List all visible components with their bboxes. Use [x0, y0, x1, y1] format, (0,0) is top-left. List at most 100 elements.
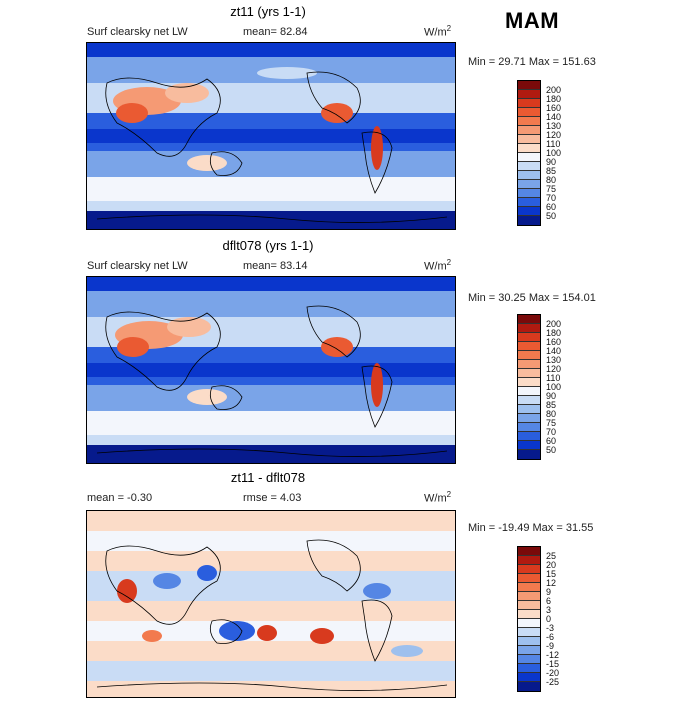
- panel-3-minmax: Min = -19.49 Max = 31.55: [468, 522, 594, 534]
- colorbar-tick: 0: [546, 614, 552, 624]
- colorbar-cell: [518, 153, 540, 162]
- colorbar-cell: [518, 646, 540, 655]
- colorbar-tick: 25: [546, 551, 557, 561]
- colorbar-cell: [518, 144, 540, 153]
- colorbar-cell: [518, 90, 540, 99]
- colorbar-tick: 180: [546, 94, 562, 104]
- colorbar-tick: 200: [546, 85, 562, 95]
- panel-2-mean: mean= 83.14: [243, 260, 308, 272]
- colorbar-tick: 6: [546, 596, 552, 606]
- panel-1-minmax: Min = 29.71 Max = 151.63: [468, 56, 596, 68]
- colorbar-tick: 200: [546, 319, 562, 329]
- colorbar-tick: 70: [546, 427, 557, 437]
- colorbar-cell: [518, 342, 540, 351]
- colorbar-cell: [518, 378, 540, 387]
- colorbar-cell: [518, 565, 540, 574]
- colorbar-tick: 160: [546, 103, 562, 113]
- colorbar-tick: 180: [546, 328, 562, 338]
- colorbar-tick: 160: [546, 337, 562, 347]
- colorbar-cell: [518, 423, 540, 432]
- colorbar-cell: [518, 108, 540, 117]
- colorbar-tick: 60: [546, 436, 557, 446]
- colorbar-tick: 100: [546, 382, 562, 392]
- colorbar-cell: [518, 414, 540, 423]
- panel-3-units: W/m2: [424, 490, 452, 505]
- panel-2-map: [86, 276, 456, 464]
- colorbar-tick: 75: [546, 184, 557, 194]
- panel-3-rmse: rmse = 4.03: [243, 492, 302, 504]
- colorbar-tick: 9: [546, 587, 552, 597]
- panel-1-mean: mean= 82.84: [243, 26, 308, 38]
- panel-1-colorbar-ticks: 200 180 160 140 130 120 110 100 90 85 80…: [546, 85, 576, 235]
- colorbar-cell: [518, 592, 540, 601]
- colorbar-cell: [518, 628, 540, 637]
- colorbar-tick: 85: [546, 166, 557, 176]
- panel-2-units: W/m2: [424, 258, 452, 273]
- colorbar-cell: [518, 396, 540, 405]
- colorbar-cell: [518, 81, 540, 90]
- colorbar-tick: 75: [546, 418, 557, 428]
- colorbar-tick: -20: [546, 668, 560, 678]
- panel-1-colorbar: [517, 80, 541, 226]
- colorbar-cell: [518, 171, 540, 180]
- colorbar-tick: 20: [546, 560, 557, 570]
- colorbar-cell: [518, 547, 540, 556]
- panel-2-colorbar-ticks: 200 180 160 140 130 120 110 100 90 85 80…: [546, 319, 576, 469]
- panel-1-map-svg: [87, 43, 455, 229]
- colorbar-cell: [518, 369, 540, 378]
- colorbar-cell: [518, 189, 540, 198]
- colorbar-cell: [518, 432, 540, 441]
- colorbar-tick: -6: [546, 632, 555, 642]
- season-label: MAM: [505, 8, 560, 33]
- panel-3-map-svg: [87, 511, 455, 697]
- colorbar-cell: [518, 198, 540, 207]
- panel-3-mean: mean = -0.30: [87, 492, 153, 504]
- panel-2-field-label: Surf clearsky net LW: [87, 260, 188, 272]
- colorbar-cell: [518, 117, 540, 126]
- colorbar-cell: [518, 315, 540, 324]
- panel-2-minmax: Min = 30.25 Max = 154.01: [468, 292, 596, 304]
- colorbar-tick: 110: [546, 139, 561, 149]
- colorbar-cell: [518, 574, 540, 583]
- panel-3-colorbar-ticks: 25 20 15 12 9 6 3 0 -3 -6 -9 -12 -15 -20…: [546, 551, 576, 701]
- colorbar-tick: 12: [546, 578, 557, 588]
- colorbar-tick: 70: [546, 193, 557, 203]
- panel-2-map-svg: [87, 277, 455, 463]
- colorbar-tick: 90: [546, 391, 557, 401]
- colorbar-cell: [518, 450, 540, 459]
- colorbar-tick: -12: [546, 650, 560, 660]
- colorbar-cell: [518, 180, 540, 189]
- colorbar-cell: [518, 619, 540, 628]
- colorbar-cell: [518, 387, 540, 396]
- colorbar-tick: 100: [546, 148, 562, 158]
- colorbar-cell: [518, 360, 540, 369]
- colorbar-tick: 130: [546, 121, 562, 131]
- colorbar-cell: [518, 655, 540, 664]
- colorbar-tick: 80: [546, 409, 557, 419]
- colorbar-cell: [518, 673, 540, 682]
- colorbar-cell: [518, 682, 540, 691]
- colorbar-tick: 120: [546, 364, 562, 374]
- colorbar-cell: [518, 441, 540, 450]
- colorbar-tick: 3: [546, 605, 552, 615]
- colorbar-tick: 85: [546, 400, 557, 410]
- colorbar-cell: [518, 162, 540, 171]
- colorbar-cell: [518, 601, 540, 610]
- panel-1-field-label: Surf clearsky net LW: [87, 26, 188, 38]
- colorbar-cell: [518, 333, 540, 342]
- panel-3-title: zt11 - dflt078: [230, 470, 306, 485]
- panel-3-map: [86, 510, 456, 698]
- panel-1-title: zt11 (yrs 1-1): [230, 4, 306, 19]
- colorbar-cell: [518, 583, 540, 592]
- colorbar-tick: -9: [546, 641, 555, 651]
- colorbar-tick: 15: [546, 569, 557, 579]
- colorbar-tick: 110: [546, 373, 561, 383]
- colorbar-tick: 60: [546, 202, 557, 212]
- colorbar-tick: -15: [546, 659, 560, 669]
- colorbar-cell: [518, 207, 540, 216]
- colorbar-cell: [518, 135, 540, 144]
- panel-3-colorbar: [517, 546, 541, 692]
- colorbar-cell: [518, 351, 540, 360]
- colorbar-cell: [518, 324, 540, 333]
- colorbar-tick: 140: [546, 112, 562, 122]
